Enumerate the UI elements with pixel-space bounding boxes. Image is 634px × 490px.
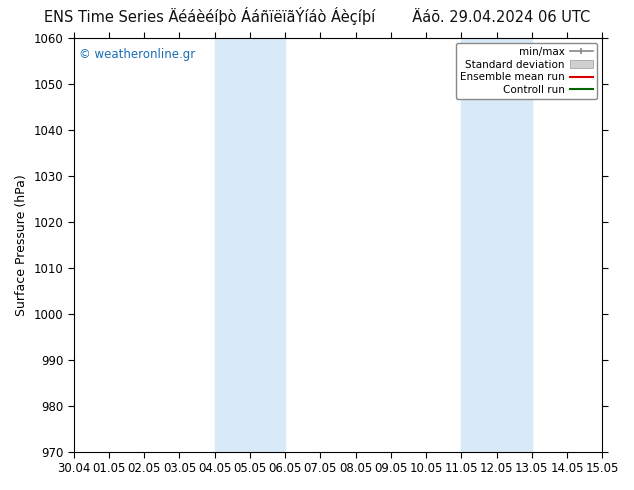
Text: © weatheronline.gr: © weatheronline.gr <box>79 48 195 61</box>
Text: ENS Time Series Äéáèéíþò ÁáñïëïãÝíáò Áèçíþí        Äáõ. 29.04.2024 06 UTC: ENS Time Series Äéáèéíþò ÁáñïëïãÝíáò Áèç… <box>44 7 590 25</box>
Bar <box>215 38 285 452</box>
Bar <box>462 38 532 452</box>
Y-axis label: Surface Pressure (hPa): Surface Pressure (hPa) <box>15 174 28 316</box>
Legend: min/max, Standard deviation, Ensemble mean run, Controll run: min/max, Standard deviation, Ensemble me… <box>456 43 597 99</box>
